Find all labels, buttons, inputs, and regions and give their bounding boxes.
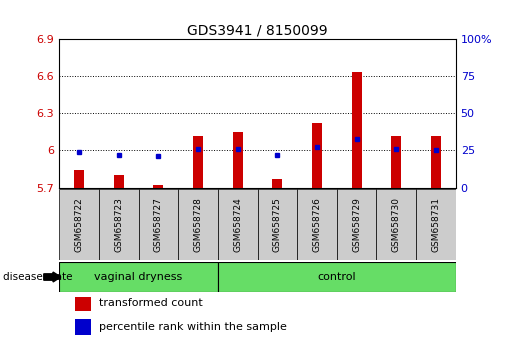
- Bar: [75, 295, 91, 311]
- Bar: [218, 189, 258, 260]
- Bar: [75, 319, 91, 335]
- Bar: [233, 132, 243, 188]
- Bar: [258, 189, 297, 260]
- Bar: [193, 136, 203, 188]
- Bar: [139, 189, 178, 260]
- Text: GSM658723: GSM658723: [114, 197, 123, 252]
- Bar: [99, 189, 139, 260]
- Text: GSM658722: GSM658722: [75, 198, 83, 252]
- Bar: [337, 189, 376, 260]
- Title: GDS3941 / 8150099: GDS3941 / 8150099: [187, 24, 328, 38]
- Bar: [431, 136, 441, 188]
- Bar: [153, 185, 163, 188]
- Text: GSM658725: GSM658725: [273, 197, 282, 252]
- Bar: [391, 136, 401, 188]
- Bar: [114, 175, 124, 188]
- Text: GSM658729: GSM658729: [352, 197, 361, 252]
- Text: transformed count: transformed count: [99, 298, 202, 308]
- Bar: [178, 189, 218, 260]
- Text: GSM658726: GSM658726: [313, 197, 321, 252]
- Bar: [59, 189, 99, 260]
- Text: vaginal dryness: vaginal dryness: [94, 272, 183, 282]
- Text: percentile rank within the sample: percentile rank within the sample: [99, 321, 287, 332]
- Bar: [74, 170, 84, 188]
- Bar: [376, 189, 416, 260]
- Text: control: control: [317, 272, 356, 282]
- Bar: [312, 123, 322, 188]
- Text: GSM658730: GSM658730: [392, 197, 401, 252]
- Text: GSM658731: GSM658731: [432, 197, 440, 252]
- Bar: [218, 262, 456, 292]
- Text: disease state: disease state: [3, 272, 72, 282]
- Bar: [416, 189, 456, 260]
- Bar: [59, 262, 218, 292]
- Bar: [352, 73, 362, 188]
- Bar: [272, 179, 282, 188]
- Text: GSM658724: GSM658724: [233, 198, 242, 252]
- Text: GSM658728: GSM658728: [194, 197, 202, 252]
- Text: GSM658727: GSM658727: [154, 197, 163, 252]
- Bar: [297, 189, 337, 260]
